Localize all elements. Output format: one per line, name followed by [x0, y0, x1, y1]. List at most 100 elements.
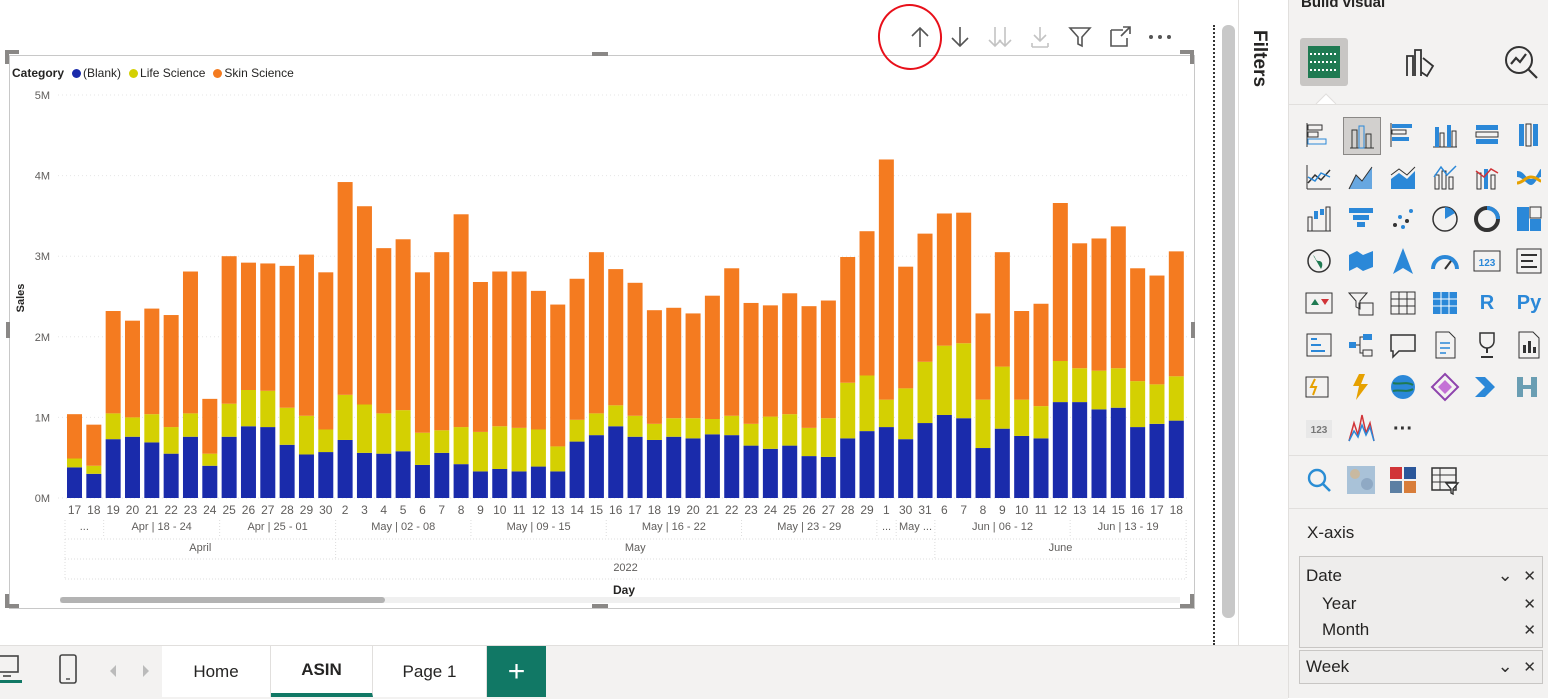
search-icon[interactable] — [1301, 462, 1337, 498]
resize-handle-br2[interactable] — [1190, 594, 1194, 608]
x-tick-label: 23 — [744, 503, 758, 517]
multirow-card-icon[interactable] — [1511, 243, 1547, 279]
clustered-column-icon[interactable] — [1427, 117, 1463, 153]
stacked-bar-icon[interactable] — [1301, 117, 1337, 153]
add-page-button[interactable]: + — [487, 646, 546, 697]
more-options-icon[interactable] — [1140, 22, 1180, 52]
bar-skin-science — [840, 257, 856, 383]
filters-pane-collapsed[interactable] — [1238, 0, 1289, 645]
key-influencers-icon[interactable] — [1301, 327, 1337, 363]
tab-asin[interactable]: ASIN — [271, 646, 373, 697]
pie-icon[interactable] — [1427, 201, 1463, 237]
power-automate-arrow-icon[interactable] — [1469, 369, 1505, 405]
qa-icon[interactable] — [1385, 327, 1421, 363]
apps-icon[interactable] — [1385, 462, 1421, 498]
funnel-icon[interactable] — [1343, 201, 1379, 237]
stacked-column-icon[interactable] — [1343, 117, 1381, 155]
analytics-icon[interactable] — [1497, 38, 1545, 86]
power-apps-icon[interactable] — [1301, 369, 1337, 405]
decomposition-tree-icon[interactable] — [1343, 327, 1379, 363]
map-icon[interactable] — [1301, 243, 1337, 279]
number-card-icon[interactable]: 123 — [1301, 411, 1337, 447]
gauge-icon[interactable] — [1427, 243, 1463, 279]
filter-icon[interactable] — [1060, 22, 1100, 52]
azure-map-icon[interactable] — [1385, 243, 1421, 279]
waterfall-icon[interactable] — [1301, 201, 1337, 237]
line-column-icon[interactable] — [1427, 159, 1463, 195]
matrix-icon[interactable] — [1427, 285, 1463, 321]
canvas-vertical-scrollbar[interactable] — [1222, 25, 1235, 618]
resize-handle-bl[interactable] — [5, 604, 19, 608]
chevron-down-icon[interactable]: ⌄ — [1497, 565, 1513, 585]
100-bar-icon[interactable] — [1469, 117, 1505, 153]
tab-page-1[interactable]: Page 1 — [373, 646, 487, 697]
stacked-area-icon[interactable] — [1385, 159, 1421, 195]
line-clustered-column-icon[interactable] — [1469, 159, 1505, 195]
resize-handle-tl[interactable] — [5, 50, 19, 54]
ribbon-chart-icon[interactable] — [1511, 159, 1547, 195]
resize-handle-tr2[interactable] — [1190, 50, 1194, 64]
close-icon[interactable]: ✕ — [1523, 659, 1536, 676]
scatter-icon[interactable] — [1385, 201, 1421, 237]
bar-life-science — [1149, 384, 1165, 424]
close-icon[interactable]: ✕ — [1523, 596, 1536, 613]
chevron-left-icon[interactable] — [108, 664, 118, 683]
power-automate-icon[interactable] — [1343, 369, 1379, 405]
legend-item-life-science[interactable]: Life Science — [129, 66, 205, 80]
100-column-icon[interactable] — [1511, 117, 1547, 153]
resize-handle-tl2[interactable] — [5, 50, 9, 64]
chart-scroll-thumb[interactable] — [60, 597, 385, 603]
focus-mode-icon[interactable] — [1100, 22, 1140, 52]
line-chart-icon[interactable] — [1301, 159, 1337, 195]
expand-hierarchy-icon[interactable] — [1020, 22, 1060, 52]
resize-handle-br[interactable] — [1180, 604, 1194, 608]
resize-handle-tr[interactable] — [1180, 50, 1194, 54]
arrow-up-icon[interactable] — [900, 22, 940, 52]
table-filter-icon[interactable] — [1427, 462, 1463, 498]
resize-handle-bl2[interactable] — [5, 594, 9, 608]
slicer-icon[interactable] — [1343, 285, 1379, 321]
chart-scroll-track[interactable] — [60, 597, 1180, 603]
clustered-bar-icon[interactable] — [1385, 117, 1421, 153]
tab-home[interactable]: Home — [162, 646, 271, 697]
arcgis-icon[interactable] — [1385, 369, 1421, 405]
x-axis-well-week[interactable]: Week ⌄ ✕ — [1299, 650, 1543, 684]
paginated-report-icon[interactable] — [1427, 327, 1463, 363]
more-visuals-icon[interactable]: ··· — [1393, 417, 1413, 440]
sparkline-icon[interactable] — [1343, 411, 1379, 447]
kpi-icon[interactable] — [1301, 285, 1337, 321]
card-icon[interactable]: 123 — [1469, 243, 1505, 279]
close-icon[interactable]: ✕ — [1523, 622, 1536, 639]
resize-handle-tm[interactable] — [592, 52, 608, 56]
filters-pane-label[interactable]: Filters — [1249, 30, 1270, 88]
desktop-view-icon[interactable] — [0, 654, 24, 689]
mobile-view-icon[interactable] — [58, 654, 80, 691]
python-visual-icon[interactable]: Py — [1516, 291, 1542, 314]
connector-icon[interactable] — [1511, 369, 1547, 405]
treemap-icon[interactable] — [1511, 201, 1547, 237]
resize-handle-mr[interactable] — [1191, 322, 1195, 338]
donut-icon[interactable] — [1469, 201, 1505, 237]
build-visual-icon[interactable] — [1300, 38, 1348, 86]
filled-map-icon[interactable] — [1343, 243, 1379, 279]
legend-item-skin-science[interactable]: Skin Science — [213, 66, 294, 80]
x-tick-label: 24 — [764, 503, 778, 517]
map-texture-icon[interactable] — [1343, 462, 1379, 498]
table-icon[interactable] — [1385, 285, 1421, 321]
resize-handle-ml[interactable] — [6, 322, 10, 338]
r-visual-icon[interactable]: R — [1479, 291, 1495, 314]
legend-item-blank[interactable]: (Blank) — [72, 66, 121, 80]
report-builder-icon[interactable] — [1511, 327, 1547, 363]
close-icon[interactable]: ✕ — [1523, 568, 1536, 585]
chevron-right-icon[interactable] — [141, 664, 151, 683]
resize-handle-bm[interactable] — [592, 604, 608, 608]
x-axis-well-date[interactable]: Date ⌄ ✕ Year ✕ Month ✕ — [1299, 556, 1543, 648]
x-tick-label: 8 — [980, 503, 987, 517]
double-arrow-down-icon[interactable] — [980, 22, 1020, 52]
goals-icon[interactable] — [1469, 327, 1505, 363]
format-visual-icon[interactable] — [1395, 38, 1443, 86]
area-chart-icon[interactable] — [1343, 159, 1379, 195]
diamond-icon[interactable] — [1427, 369, 1463, 405]
arrow-down-icon[interactable] — [940, 22, 980, 52]
chevron-down-icon[interactable]: ⌄ — [1497, 656, 1513, 676]
